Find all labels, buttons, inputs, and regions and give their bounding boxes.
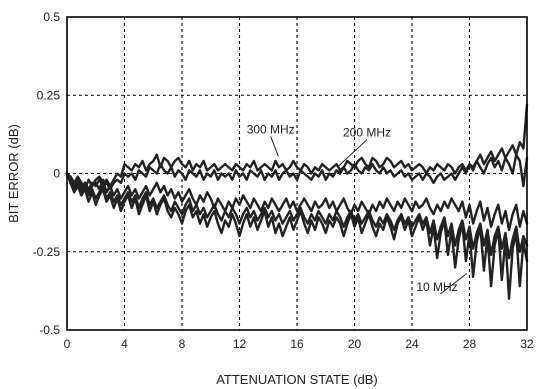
x-axis-label: ATTENUATION STATE (dB) bbox=[216, 372, 378, 387]
series-line-1 bbox=[65, 103, 529, 191]
series-line-3 bbox=[65, 172, 529, 232]
x-tick-label: 24 bbox=[405, 337, 419, 351]
x-tick-label: 32 bbox=[520, 337, 534, 351]
x-tick-label: 8 bbox=[179, 337, 186, 351]
annotation-leader-line bbox=[270, 136, 279, 157]
x-tick-label: 4 bbox=[121, 337, 128, 351]
x-tick-label: 20 bbox=[348, 337, 362, 351]
annotation-leaders bbox=[270, 136, 467, 295]
x-tick-label: 16 bbox=[290, 337, 304, 351]
annotation-label: 300 MHz bbox=[247, 122, 295, 136]
y-tick-label: -0.5 bbox=[39, 323, 60, 337]
y-tick-label: 0.25 bbox=[37, 88, 61, 102]
annotation-label: 10 MHz bbox=[416, 280, 457, 294]
series-lines bbox=[65, 103, 529, 300]
grid-lines bbox=[67, 17, 527, 330]
y-tick-label: 0 bbox=[53, 167, 60, 181]
annotation-leader-line bbox=[440, 273, 467, 295]
x-tick-label: 12 bbox=[233, 337, 247, 351]
y-tick-label: -0.25 bbox=[33, 245, 61, 259]
annotation-labels: 300 MHz 200 MHz 10 MHz bbox=[247, 122, 458, 293]
y-axis-label: BIT ERROR (dB) bbox=[6, 124, 21, 223]
series-line-2 bbox=[65, 153, 529, 191]
series-line-4 bbox=[65, 172, 529, 260]
y-tick-label: 0.5 bbox=[43, 10, 60, 24]
x-tick-label: 0 bbox=[64, 337, 71, 351]
x-tick-labels: 0 4 8 12 16 20 24 28 32 bbox=[64, 337, 534, 351]
y-tick-labels: -0.5 -0.25 0 0.25 0.5 bbox=[33, 10, 61, 337]
annotation-label: 200 MHz bbox=[343, 126, 391, 140]
series-line-5 bbox=[65, 172, 529, 300]
annotation-leader-line bbox=[336, 139, 368, 168]
x-tick-label: 28 bbox=[463, 337, 477, 351]
plot-frame bbox=[66, 16, 528, 331]
